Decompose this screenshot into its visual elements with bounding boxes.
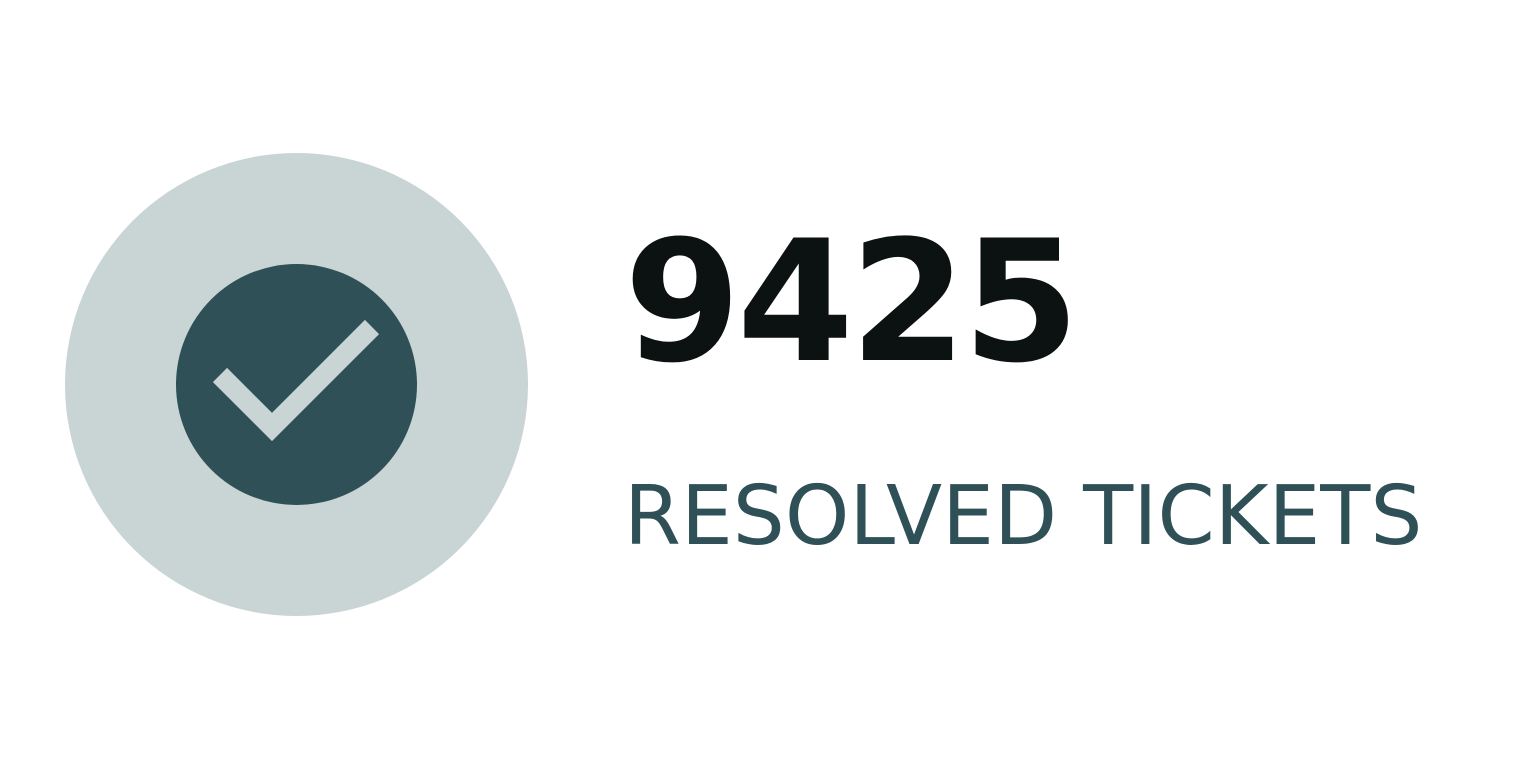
stat-value: 9425: [624, 204, 1080, 400]
stat-label: RESOLVED TICKETS: [624, 469, 1423, 564]
